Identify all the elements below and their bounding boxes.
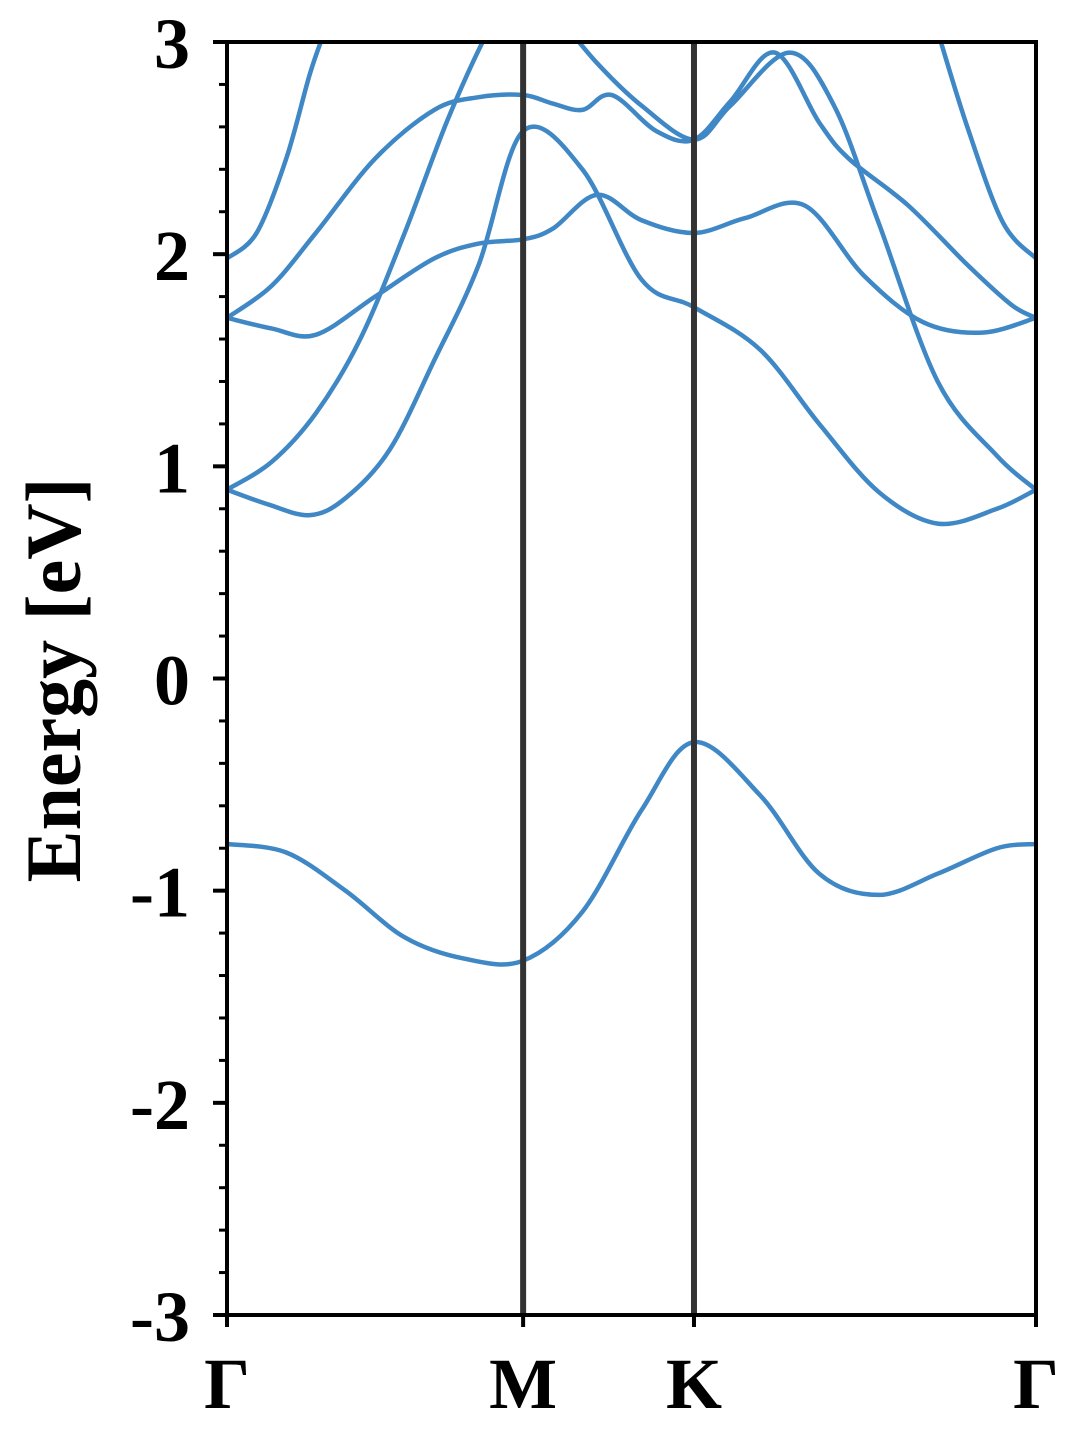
y-tick-label: 2 [154,216,190,296]
plot-area: -3 -2 -1 0 1 2 3 Γ M K Γ [130,4,1059,1424]
band-line-7 [938,42,1036,261]
band-line-4 [227,192,1036,339]
band-line-3 [227,42,1036,492]
y-tick-label: 0 [154,641,190,721]
band-line-1 [227,739,1036,967]
y-tick-label: -2 [130,1065,190,1145]
plot-frame [225,40,1038,1317]
y-tick-label: -3 [130,1277,190,1357]
x-tick-label: M [489,1344,557,1424]
x-tick-label: Γ [1013,1344,1059,1424]
x-tick-label: Γ [204,1344,250,1424]
bands-group [227,42,1036,967]
y-tick-label: 3 [154,4,190,84]
y-tick-label: -1 [130,853,190,933]
band-line-5 [227,50,1036,320]
y-axis-title: Energy [eV] [10,477,97,882]
x-tick-label: K [666,1344,722,1424]
band-line-2 [227,124,1036,527]
y-tick-label: 1 [154,428,190,508]
band-line-6 [227,42,324,261]
